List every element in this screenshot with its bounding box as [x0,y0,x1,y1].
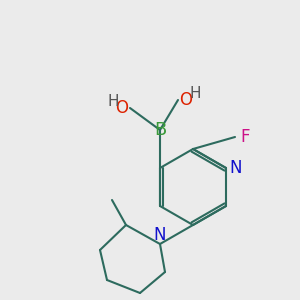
Text: H: H [189,85,201,100]
Text: F: F [240,128,250,146]
Text: H: H [107,94,119,109]
Text: B: B [154,121,166,139]
Text: O: O [179,91,193,109]
Text: N: N [230,159,242,177]
Text: O: O [116,99,128,117]
Text: N: N [154,226,166,244]
